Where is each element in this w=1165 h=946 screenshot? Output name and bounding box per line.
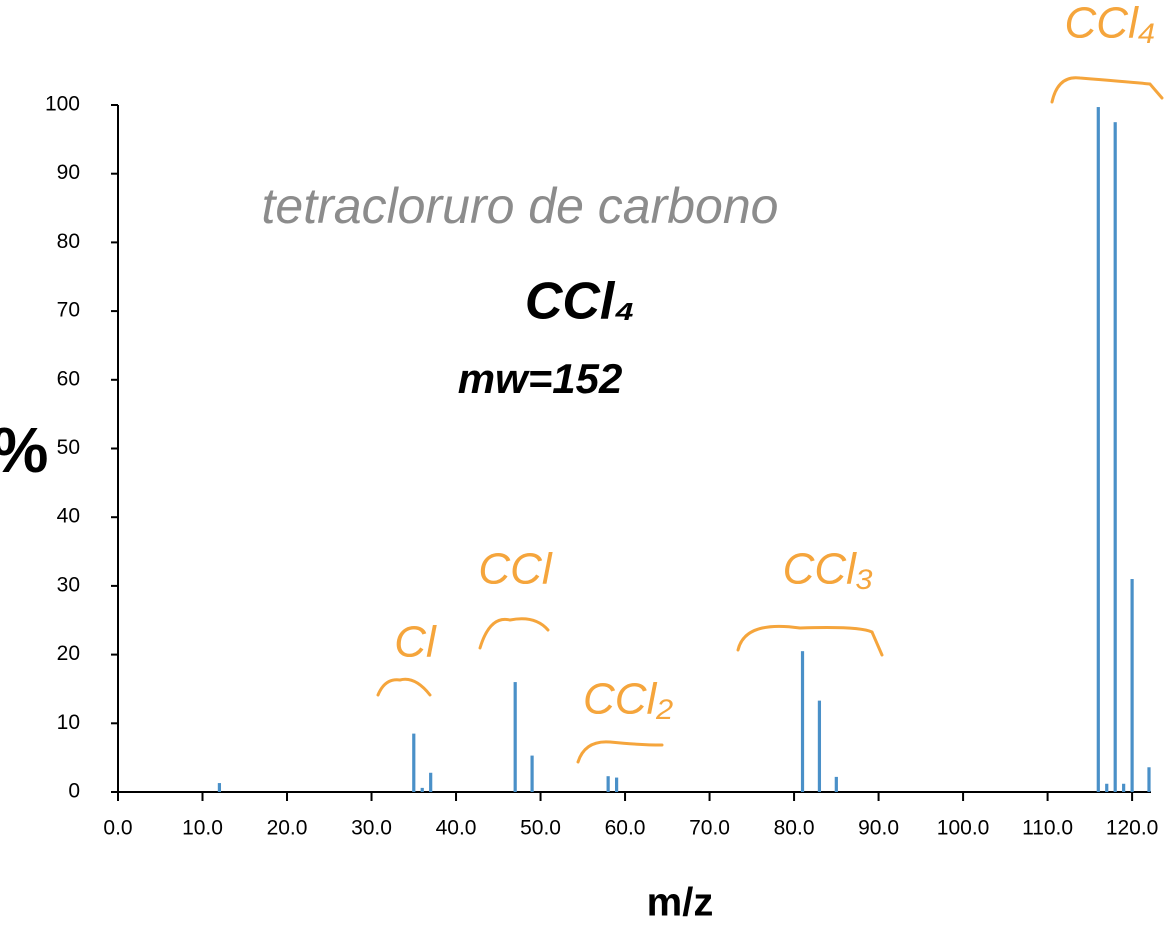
x-tick-label: 110.0 — [1022, 817, 1073, 840]
y-tick-label: 90 — [57, 161, 80, 184]
x-tick-label: 80.0 — [774, 817, 815, 840]
bar — [1113, 122, 1117, 793]
y-tick-label: 30 — [57, 573, 80, 596]
bar — [1096, 107, 1100, 793]
y-tick-label: 50 — [57, 436, 80, 459]
bar — [1122, 783, 1126, 792]
y-tick-label: 80 — [57, 230, 80, 253]
x-tick-label: 70.0 — [689, 817, 730, 840]
x-tick-label: 50.0 — [520, 817, 561, 840]
annotation: tetracloruro de carbono — [262, 178, 779, 234]
y-tick-label: 60 — [57, 367, 80, 390]
bracket — [736, 624, 884, 657]
bracket — [478, 617, 550, 650]
annotation: CCl₃ — [783, 545, 874, 594]
y-tick-label: 100 — [45, 93, 80, 116]
x-axis-label: m/z — [647, 881, 714, 925]
bar — [530, 755, 534, 792]
annotation: CCl₂ — [583, 675, 673, 724]
bar — [817, 700, 822, 792]
bar — [1147, 767, 1151, 792]
annotation: mw=152 — [458, 355, 623, 402]
bar — [606, 776, 610, 792]
y-axis-label: % — [0, 414, 48, 486]
bar — [429, 772, 433, 792]
annotation: CCl₄ — [1065, 0, 1156, 48]
annotation: CCl₄ — [525, 273, 635, 331]
x-tick-label: 0.0 — [103, 817, 132, 840]
x-tick-label: 40.0 — [436, 817, 477, 840]
bar — [420, 787, 424, 792]
x-tick-label: 90.0 — [858, 817, 899, 840]
x-tick-label: 30.0 — [351, 817, 392, 840]
y-tick-label: 0 — [68, 780, 80, 803]
bracket — [376, 677, 432, 697]
bar — [513, 682, 517, 792]
y-tick-label: 20 — [57, 642, 80, 665]
bar — [412, 733, 416, 792]
bracket — [1050, 76, 1164, 104]
y-tick-label: 40 — [57, 505, 80, 528]
x-tick-label: 120.0 — [1106, 817, 1159, 840]
x-tick-label: 20.0 — [267, 817, 308, 840]
bar — [800, 651, 805, 792]
annotation: Cl — [394, 618, 437, 667]
bracket — [576, 740, 664, 764]
annotation: CCl — [478, 545, 553, 594]
bar — [217, 783, 222, 792]
bar — [614, 777, 619, 792]
bar — [1105, 783, 1109, 792]
x-tick-label: 60.0 — [605, 817, 646, 840]
x-tick-label: 10.0 — [182, 817, 223, 840]
bar — [1130, 579, 1134, 792]
y-tick-label: 10 — [57, 711, 80, 734]
x-tick-label: 100.0 — [937, 817, 990, 840]
bar — [834, 776, 838, 792]
y-tick-label: 70 — [57, 299, 80, 322]
